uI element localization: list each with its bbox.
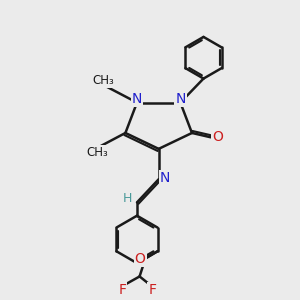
Text: N: N bbox=[160, 171, 170, 185]
Text: CH₃: CH₃ bbox=[86, 146, 108, 159]
Text: O: O bbox=[135, 251, 146, 266]
Text: N: N bbox=[175, 92, 186, 106]
Text: N: N bbox=[132, 92, 142, 106]
Text: F: F bbox=[118, 283, 126, 297]
Text: H: H bbox=[123, 192, 132, 206]
Text: O: O bbox=[212, 130, 224, 144]
Text: CH₃: CH₃ bbox=[93, 74, 115, 87]
Text: F: F bbox=[148, 283, 157, 297]
